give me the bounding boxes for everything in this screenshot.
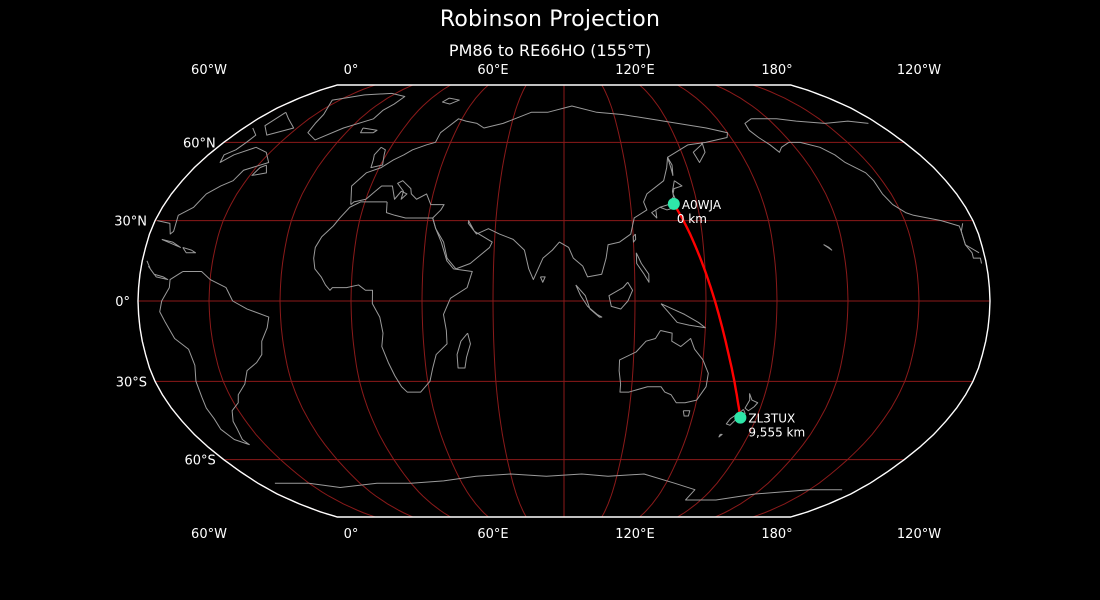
lat-label: 60°N xyxy=(183,136,216,151)
marker-distance-label: 9,555 km xyxy=(748,426,805,440)
lon-label-top: 120°W xyxy=(897,63,941,78)
lon-label-bottom: 60°E xyxy=(477,527,508,542)
lat-label: 30°N xyxy=(114,215,147,230)
lat-label: 60°S xyxy=(184,454,215,469)
lon-label-bottom: 180° xyxy=(761,527,792,542)
lon-label-bottom: 0° xyxy=(344,527,359,542)
lon-label-top: 60°E xyxy=(477,63,508,78)
lon-label-top: 180° xyxy=(761,63,792,78)
lat-label: 0° xyxy=(115,295,130,310)
marker-dot[interactable] xyxy=(734,411,747,424)
graticule-layer xyxy=(137,84,990,518)
coastline-layer xyxy=(146,92,982,501)
marker-callsign-label: A0WJA xyxy=(682,198,722,212)
marker-dot[interactable] xyxy=(667,197,680,210)
lon-label-bottom: 60°W xyxy=(191,527,227,542)
lon-label-bottom: 120°E xyxy=(615,527,655,542)
lat-label: 30°S xyxy=(116,375,147,390)
lon-label-top: 60°W xyxy=(191,63,227,78)
map-boundary xyxy=(137,84,991,518)
lon-label-top: 120°E xyxy=(615,63,655,78)
marker-distance-label: 0 km xyxy=(677,212,707,226)
page-subtitle: PM86 to RE66HO (155°T) xyxy=(448,41,652,60)
marker-callsign-label: ZL3TUX xyxy=(748,412,795,426)
great-circle-route xyxy=(672,202,742,419)
lon-label-bottom: 120°W xyxy=(897,527,941,542)
lon-label-top: 0° xyxy=(344,63,359,78)
page-title: Robinson Projection xyxy=(439,7,661,32)
axis-labels: 0° 0° 60°E 60°E 120°E 120°E 180° 180° 120°W 120°W… xyxy=(114,63,941,542)
